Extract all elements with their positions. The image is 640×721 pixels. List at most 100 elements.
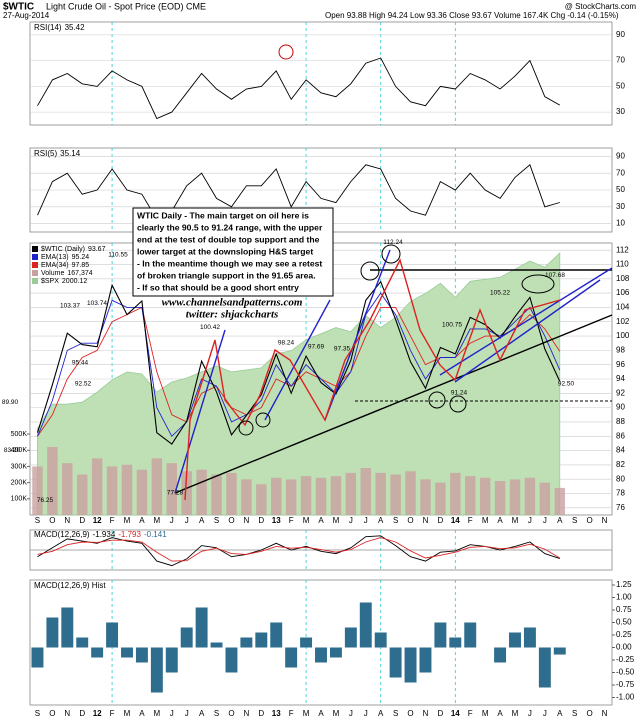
x-tick-label: M — [124, 709, 131, 718]
volume-bar — [405, 471, 416, 515]
legend-value: 2000.12 — [62, 278, 87, 285]
legend-entry: Volume 167,374 — [41, 270, 93, 277]
legend-name: $SPX — [41, 278, 59, 285]
x-tick-label: 14 — [451, 516, 460, 525]
panel-title-name: RSI(14) — [34, 23, 62, 32]
x-tick-label: O — [586, 516, 592, 525]
price-label: 112.24 — [383, 239, 403, 246]
volume-bar — [196, 469, 207, 515]
hist-bar — [150, 647, 163, 693]
panel-title-name: MACD(12,26,9) — [34, 530, 90, 539]
volume-bar — [539, 482, 551, 515]
price-label: 91.24 — [451, 389, 468, 396]
circle — [278, 44, 294, 60]
x-tick-label: F — [289, 709, 294, 718]
y-tick-label: 104 — [616, 303, 630, 312]
y-tick-label: 80 — [616, 474, 625, 483]
hist-bar — [553, 647, 566, 655]
x-tick-label: S — [393, 709, 398, 718]
volume-bar — [121, 464, 133, 515]
x-tick-label: A — [139, 516, 145, 525]
x-tick-label: N — [423, 709, 429, 718]
x-tick-label: D — [437, 516, 443, 525]
y-tick-label: 106 — [616, 288, 630, 297]
x-tick-label: M — [303, 516, 310, 525]
price-label: 100.75 — [442, 321, 462, 328]
spx-area — [37, 252, 561, 516]
y-tick-label: 10 — [616, 219, 625, 228]
wave-line — [184, 258, 561, 501]
hist-bar — [106, 622, 119, 648]
price-label: 95.44 — [72, 359, 89, 366]
x-tick-label: N — [64, 709, 70, 718]
hist-bar — [300, 637, 313, 648]
legend-name: Volume — [41, 270, 64, 277]
hist-bar — [359, 602, 372, 648]
watermark: twitter: shjackcharts — [186, 309, 279, 321]
x-tick-label: S — [35, 516, 40, 525]
panel-title-value: 35.42 — [65, 23, 86, 32]
volume-bar — [77, 474, 88, 515]
y-tick-label: 0.25 — [616, 630, 632, 639]
y-tick-label: 98 — [616, 345, 625, 354]
x-tick-label: O — [49, 709, 55, 718]
x-tick-label: M — [482, 709, 489, 718]
x-tick-label: J — [185, 709, 189, 718]
hist-bar — [240, 637, 253, 648]
note-line: end at the test of double top support an… — [137, 234, 320, 244]
y2-tick-label: 400K — [11, 447, 28, 454]
note-line: - If so that should be a good short entr… — [137, 282, 299, 292]
symbol: $WTIC — [3, 2, 34, 13]
x-tick-label: O — [49, 516, 55, 525]
volume-bar — [241, 479, 252, 515]
price-label: 105.22 — [490, 289, 510, 296]
volume-bar — [465, 476, 476, 515]
x-tick-label: M — [333, 516, 340, 525]
hist-bar — [404, 647, 417, 683]
y-tick-label: 0.50 — [616, 618, 632, 627]
y-tick-label: -0.25 — [616, 655, 635, 664]
x-tick-label: A — [199, 516, 205, 525]
hist-bar — [389, 647, 402, 678]
x-tick-label: M — [124, 516, 131, 525]
price-label: 110.55 — [108, 251, 128, 258]
x-tick-label: A — [497, 709, 503, 718]
y-tick-label: -0.50 — [616, 668, 635, 677]
volume-bar — [524, 477, 536, 515]
annotations: www.channelsandpatterns.com twitter: shj… — [132, 44, 613, 501]
y-tick-label: 70 — [616, 168, 625, 177]
y-tick-label: 96 — [616, 360, 625, 369]
y-tick-label: 0.00 — [616, 643, 632, 652]
x-tick-label: O — [586, 709, 592, 718]
x-tick-label: A — [557, 709, 563, 718]
x-tick-label: O — [228, 516, 234, 525]
volume-bar — [509, 479, 521, 515]
x-tick-label: N — [64, 516, 70, 525]
price-label: 98.24 — [278, 339, 295, 346]
hist-bar — [61, 607, 74, 648]
y-tick-label: 50 — [616, 185, 625, 194]
volume-bar — [360, 468, 371, 515]
series-line — [37, 164, 560, 221]
x-tick-label: M — [303, 709, 310, 718]
legend-entry: EMA(34) 97.85 — [41, 262, 89, 269]
note-line: lower target at the downsloping H&S targ… — [137, 246, 313, 256]
hist-bar — [449, 637, 462, 648]
x-tick-label: D — [79, 709, 85, 718]
x-tick-label: J — [364, 709, 368, 718]
x-tick-label: J — [528, 709, 532, 718]
hist-bar — [31, 647, 44, 668]
price-label: 103.74 — [87, 300, 107, 307]
price-label: 103.37 — [60, 303, 80, 310]
hist-bar — [509, 632, 521, 648]
x-tick-label: F — [468, 709, 473, 718]
y-tick-label: 30 — [616, 107, 625, 116]
y-tick-label: 82 — [616, 460, 625, 469]
x-tick-label: J — [364, 516, 368, 525]
x-tick-label: A — [318, 516, 324, 525]
volume-bar — [256, 484, 267, 515]
x-tick-label: J — [170, 516, 174, 525]
y-tick-label: 86 — [616, 431, 625, 440]
hist-bar — [315, 647, 327, 663]
